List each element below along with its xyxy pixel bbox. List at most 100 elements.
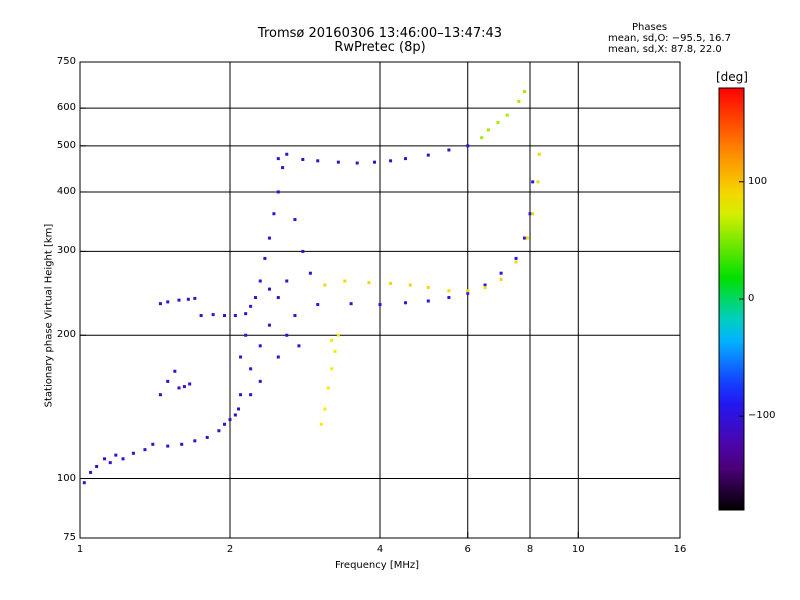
data-point [103, 457, 107, 461]
data-point [408, 283, 412, 287]
data-point [319, 422, 323, 426]
data-point [211, 313, 215, 317]
data-point [166, 379, 170, 383]
data-point [173, 369, 177, 373]
data-point [276, 355, 280, 359]
x-axis-label: Frequency [MHz] [335, 560, 420, 571]
data-point [483, 285, 487, 289]
y-tick-label: 400 [56, 185, 76, 197]
data-point [143, 448, 147, 452]
data-point [333, 349, 337, 353]
data-point [447, 289, 451, 293]
data-point [403, 157, 407, 161]
data-point [466, 291, 470, 295]
data-point [285, 279, 289, 283]
y-tick-label: 750 [56, 56, 76, 67]
data-point [108, 461, 112, 465]
data-point [326, 386, 330, 390]
data-point [272, 212, 276, 216]
y-tick-label: 300 [56, 245, 76, 257]
data-point [233, 413, 237, 417]
data-point [217, 429, 221, 433]
data-point [293, 218, 297, 222]
data-point [151, 442, 155, 446]
data-point [499, 277, 503, 281]
data-point [131, 451, 135, 455]
data-point [517, 99, 521, 103]
data-point [267, 323, 271, 327]
phases-label: Phases [632, 22, 668, 33]
data-point [514, 260, 518, 264]
data-point [177, 298, 181, 302]
data-point [426, 285, 430, 289]
x-tick-label: 1 [76, 544, 84, 555]
data-point [285, 152, 289, 156]
data-point [276, 190, 280, 194]
data-point [336, 160, 340, 164]
data-point [389, 159, 393, 163]
data-point [480, 136, 484, 140]
colorbar-tick-label: −100 [748, 410, 776, 422]
data-point [258, 279, 262, 283]
data-point [297, 344, 301, 348]
grid-lines [80, 62, 680, 538]
data-point [223, 422, 227, 426]
data-point [514, 256, 518, 260]
data-point [373, 160, 377, 164]
data-point [531, 180, 535, 184]
data-point [330, 338, 334, 342]
y-tick-label: 100 [56, 472, 76, 484]
y-tick-label: 600 [56, 102, 76, 114]
x-tick-label: 6 [464, 544, 471, 555]
data-point [258, 344, 262, 348]
x-tick-label: 8 [526, 544, 534, 555]
data-point [193, 439, 197, 443]
data-point [447, 296, 451, 300]
data-point [186, 297, 190, 301]
data-point [158, 393, 162, 397]
colorbar-tick-label: 100 [748, 175, 768, 187]
data-point [336, 333, 340, 337]
data-point [263, 256, 267, 260]
y-tick-label: 200 [56, 329, 76, 341]
data-point [244, 312, 248, 316]
data-point [323, 283, 327, 287]
y-axis-label: Stationary phase Virtual Height [km] [43, 223, 55, 408]
data-point [166, 444, 170, 448]
data-point [426, 153, 430, 157]
data-point [301, 249, 305, 253]
data-point [267, 236, 271, 240]
data-point [249, 367, 253, 371]
data-point [239, 393, 243, 397]
data-point [121, 457, 125, 461]
data-point [188, 382, 192, 386]
data-point [236, 407, 240, 411]
data-point [205, 435, 209, 439]
data-point [447, 148, 451, 152]
y-tick-label: 500 [56, 139, 76, 151]
data-point [426, 299, 430, 303]
data-point [276, 296, 280, 300]
data-point [343, 279, 347, 283]
data-point [199, 314, 203, 318]
data-point [466, 289, 470, 293]
data-point [505, 113, 509, 117]
phase-stats-o: mean, sd,O: −95.5, 16.7 [608, 33, 731, 44]
data-point [403, 301, 407, 305]
data-point [244, 333, 248, 337]
data-point [258, 379, 262, 383]
data-point [355, 161, 359, 165]
data-point [276, 157, 280, 161]
data-point [193, 296, 197, 300]
data-point [330, 367, 334, 371]
data-point [308, 271, 312, 275]
data-point [316, 159, 320, 163]
y-tick-label: 75 [63, 532, 76, 543]
data-point [95, 464, 99, 468]
data-point [301, 157, 305, 161]
data-point [249, 304, 253, 308]
data-point [523, 236, 527, 240]
data-point [378, 303, 382, 307]
data-point [114, 453, 118, 457]
